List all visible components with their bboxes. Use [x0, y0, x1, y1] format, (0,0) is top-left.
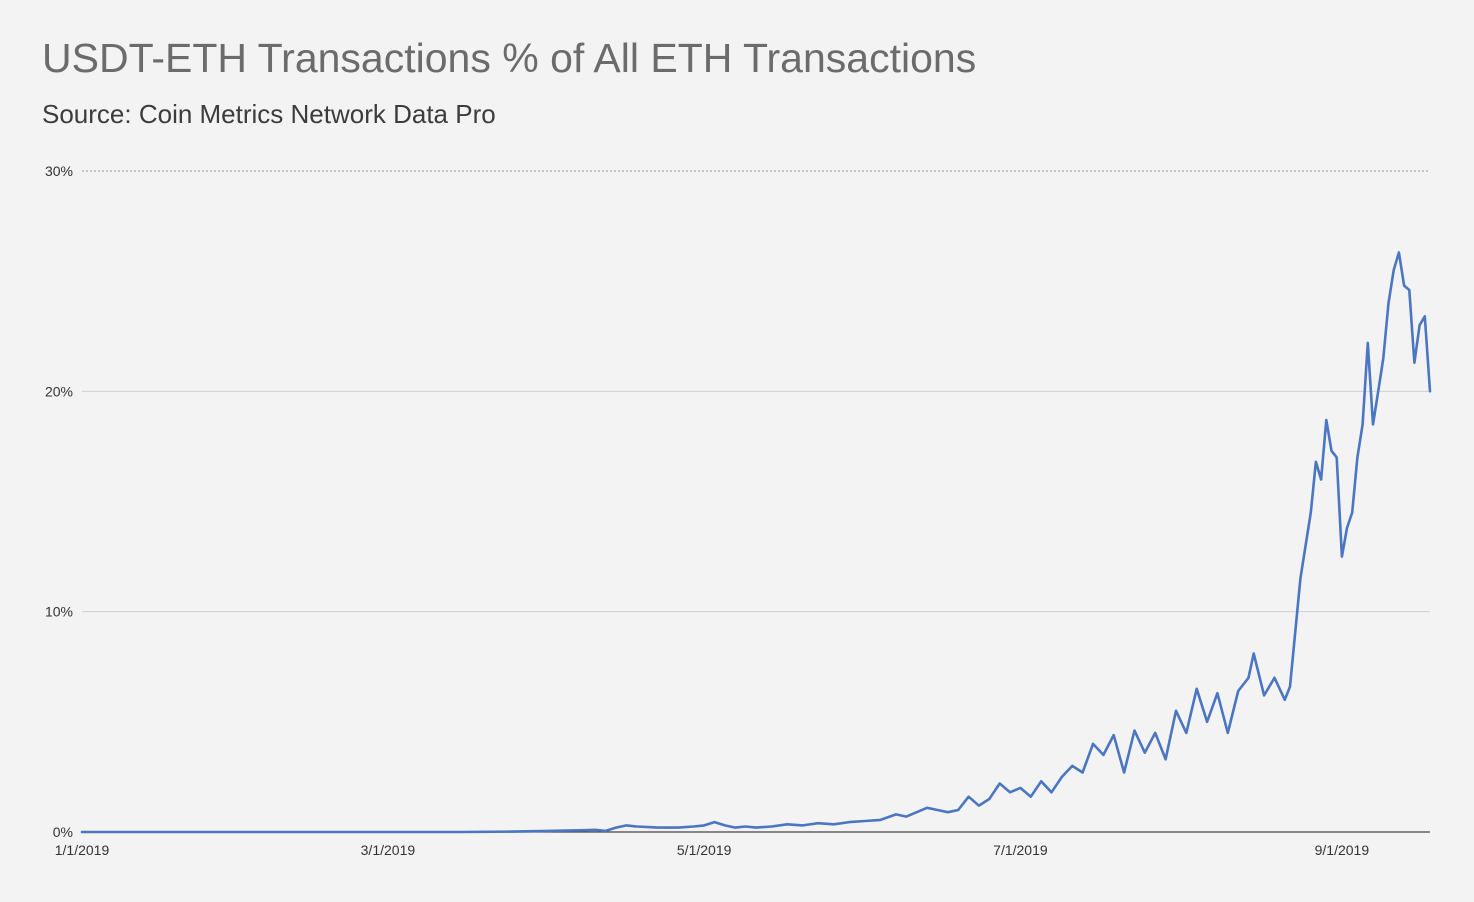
x-tick-label: 7/1/2019: [993, 842, 1048, 858]
y-tick-label: 10%: [45, 604, 73, 620]
chart-title: USDT-ETH Transactions % of All ETH Trans…: [42, 35, 977, 81]
y-tick-labels: 0% 10% 20% 30%: [45, 163, 73, 840]
y-tick-label: 30%: [45, 163, 73, 179]
x-tick-label: 1/1/2019: [55, 842, 110, 858]
data-series-line: [80, 251, 1432, 834]
x-tick-labels: 1/1/2019 3/1/2019 5/1/2019 7/1/2019 9/1/2019: [55, 842, 1370, 858]
x-tick-label: 5/1/2019: [677, 842, 732, 858]
chart-subtitle: Source: Coin Metrics Network Data Pro: [42, 99, 496, 129]
x-tick-label: 9/1/2019: [1315, 842, 1370, 858]
y-grid-group: [82, 170, 1430, 613]
x-tick-label: 3/1/2019: [361, 842, 416, 858]
y-tick-label: 0%: [53, 824, 73, 840]
y-tick-label: 20%: [45, 383, 73, 399]
data-series-group: [80, 251, 1432, 834]
